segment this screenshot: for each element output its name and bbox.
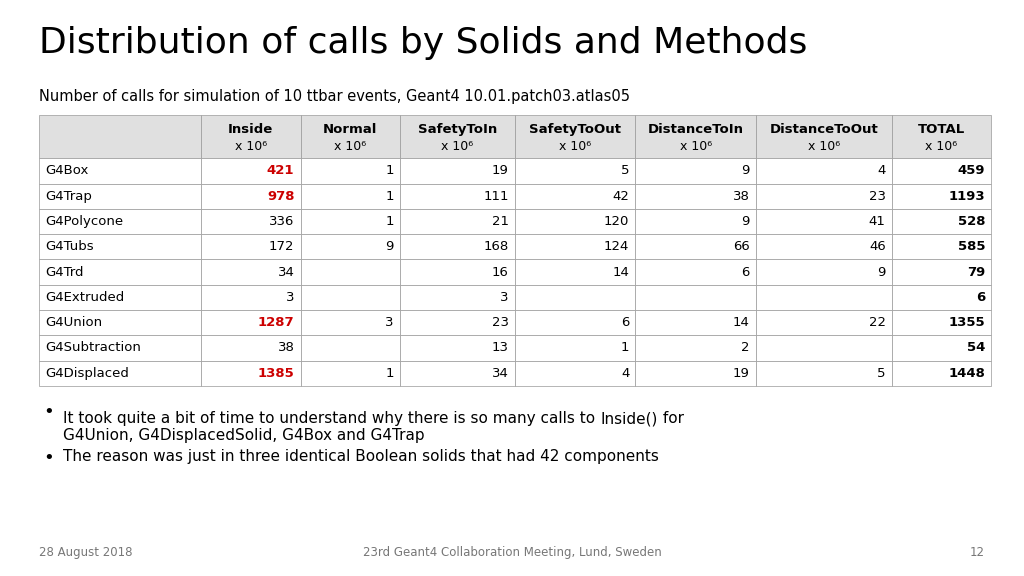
Text: 5: 5: [878, 367, 886, 380]
Text: G4Trap: G4Trap: [45, 190, 92, 203]
Text: 1355: 1355: [948, 316, 985, 329]
Text: 1287: 1287: [258, 316, 294, 329]
Text: 421: 421: [267, 164, 294, 177]
Text: DistanceToIn: DistanceToIn: [647, 123, 743, 136]
Text: 16: 16: [493, 266, 509, 279]
Text: x 10⁶: x 10⁶: [559, 140, 591, 153]
Text: 120: 120: [604, 215, 630, 228]
Text: 66: 66: [733, 240, 750, 253]
Text: 21: 21: [492, 215, 509, 228]
Text: 13: 13: [492, 342, 509, 354]
Text: 23: 23: [868, 190, 886, 203]
Text: 124: 124: [604, 240, 630, 253]
Text: 4: 4: [621, 367, 630, 380]
Text: G4Union: G4Union: [45, 316, 102, 329]
Text: G4Subtraction: G4Subtraction: [45, 342, 141, 354]
Text: 38: 38: [733, 190, 750, 203]
Text: 1: 1: [621, 342, 630, 354]
Text: x 10⁶: x 10⁶: [234, 140, 267, 153]
Text: 41: 41: [868, 215, 886, 228]
Text: x 10⁶: x 10⁶: [441, 140, 473, 153]
Text: 4: 4: [878, 164, 886, 177]
Text: SafetyToOut: SafetyToOut: [529, 123, 622, 136]
Text: 1: 1: [385, 190, 394, 203]
Text: 5: 5: [621, 164, 630, 177]
Text: G4Extruded: G4Extruded: [45, 291, 124, 304]
Text: Inside(): Inside(): [600, 411, 657, 426]
Text: DistanceToOut: DistanceToOut: [769, 123, 879, 136]
Text: 6: 6: [741, 266, 750, 279]
Text: 12: 12: [970, 545, 985, 559]
Text: 9: 9: [741, 164, 750, 177]
Text: 14: 14: [733, 316, 750, 329]
Text: 978: 978: [267, 190, 294, 203]
Text: 19: 19: [733, 367, 750, 380]
Text: 9: 9: [385, 240, 394, 253]
Text: G4Displaced: G4Displaced: [45, 367, 129, 380]
Text: 1: 1: [385, 164, 394, 177]
Text: x 10⁶: x 10⁶: [334, 140, 367, 153]
Text: 46: 46: [869, 240, 886, 253]
Text: 42: 42: [612, 190, 630, 203]
Text: 23rd Geant4 Collaboration Meeting, Lund, Sweden: 23rd Geant4 Collaboration Meeting, Lund,…: [362, 545, 662, 559]
Text: 28 August 2018: 28 August 2018: [39, 545, 132, 559]
Text: 1: 1: [385, 215, 394, 228]
Text: •: •: [43, 449, 53, 467]
Text: 38: 38: [278, 342, 294, 354]
Text: Number of calls for simulation of 10 ttbar events, Geant4 10.01.patch03.atlas05: Number of calls for simulation of 10 ttb…: [39, 89, 630, 104]
Text: •: •: [43, 403, 53, 421]
Text: x 10⁶: x 10⁶: [926, 140, 957, 153]
Text: 1385: 1385: [258, 367, 294, 380]
Text: 1448: 1448: [948, 367, 985, 380]
Text: G4Polycone: G4Polycone: [45, 215, 123, 228]
Text: 22: 22: [868, 316, 886, 329]
Text: 1193: 1193: [948, 190, 985, 203]
Text: 34: 34: [493, 367, 509, 380]
Text: 9: 9: [878, 266, 886, 279]
Text: 528: 528: [957, 215, 985, 228]
Text: 168: 168: [483, 240, 509, 253]
Text: SafetyToIn: SafetyToIn: [418, 123, 497, 136]
Text: 172: 172: [269, 240, 294, 253]
Text: Distribution of calls by Solids and Methods: Distribution of calls by Solids and Meth…: [39, 26, 807, 60]
Text: 34: 34: [278, 266, 294, 279]
Text: 2: 2: [741, 342, 750, 354]
Text: 459: 459: [957, 164, 985, 177]
Text: for: for: [657, 411, 684, 426]
Text: 3: 3: [286, 291, 294, 304]
Text: 111: 111: [483, 190, 509, 203]
Text: 3: 3: [501, 291, 509, 304]
Text: x 10⁶: x 10⁶: [808, 140, 840, 153]
Text: G4Trd: G4Trd: [45, 266, 84, 279]
Text: It took quite a bit of time to understand why there is so many calls to: It took quite a bit of time to understan…: [63, 411, 600, 426]
Text: 585: 585: [957, 240, 985, 253]
Text: G4Tubs: G4Tubs: [45, 240, 93, 253]
Text: 54: 54: [967, 342, 985, 354]
Text: 336: 336: [269, 215, 294, 228]
Text: The reason was just in three identical Boolean solids that had 42 components: The reason was just in three identical B…: [63, 449, 659, 464]
Text: 23: 23: [492, 316, 509, 329]
Text: 79: 79: [967, 266, 985, 279]
Text: 19: 19: [493, 164, 509, 177]
Text: 9: 9: [741, 215, 750, 228]
Text: Inside: Inside: [228, 123, 273, 136]
Text: Normal: Normal: [323, 123, 378, 136]
Text: 6: 6: [621, 316, 630, 329]
Text: G4Union, G4DisplacedSolid, G4Box and G4Trap: G4Union, G4DisplacedSolid, G4Box and G4T…: [63, 428, 425, 444]
Text: 6: 6: [976, 291, 985, 304]
Text: 1: 1: [385, 367, 394, 380]
Text: 3: 3: [385, 316, 394, 329]
Text: TOTAL: TOTAL: [918, 123, 966, 136]
Text: x 10⁶: x 10⁶: [680, 140, 712, 153]
Text: 14: 14: [612, 266, 630, 279]
Text: G4Box: G4Box: [45, 164, 88, 177]
